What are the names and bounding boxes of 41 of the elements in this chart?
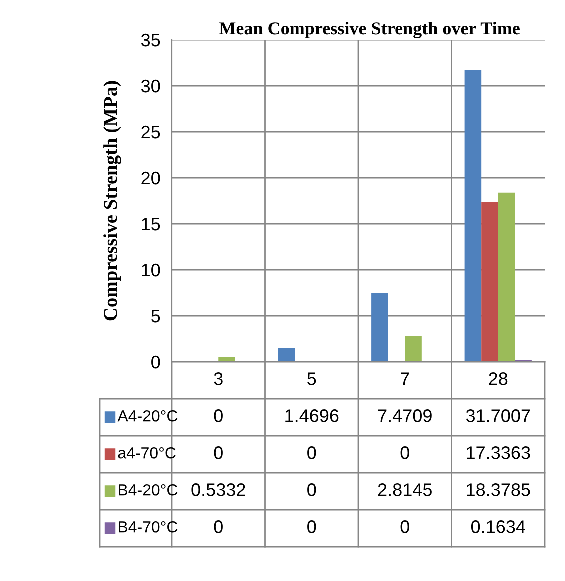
bar — [464, 70, 482, 362]
data-label: 1.4696 — [286, 410, 339, 422]
x-tick-label: 7 — [401, 372, 410, 386]
y-tick-label: 30 — [141, 80, 160, 93]
y-tick-label: 25 — [142, 126, 160, 139]
bar — [372, 293, 388, 362]
data-label: 0.1634 — [471, 520, 526, 534]
data-label: 18.3785 — [467, 484, 530, 496]
data-label: 2.8145 — [378, 484, 432, 496]
bar — [278, 348, 296, 362]
legend-label: A4-20°C — [118, 410, 178, 422]
data-label: 0 — [308, 520, 316, 534]
data-label: 31.7007 — [466, 410, 530, 422]
data-label: 0 — [214, 446, 223, 460]
bar — [498, 192, 516, 362]
data-label: 7.4709 — [378, 410, 432, 422]
legend-label: a4-70°C — [118, 447, 176, 459]
bar — [218, 357, 236, 362]
x-tick-label: 28 — [489, 372, 508, 386]
y-tick-label: 15 — [142, 218, 160, 231]
legend-label: B4-20°C — [119, 484, 178, 496]
legend-label: B4-70°C — [119, 521, 178, 533]
data-label: 17.3363 — [467, 446, 530, 460]
data-label: 0 — [400, 520, 410, 534]
y-tick-label: 5 — [152, 310, 160, 323]
data-label: 0 — [400, 446, 410, 460]
chart-title: Mean Compressive Strength over Time — [219, 22, 520, 39]
x-tick-label: 5 — [308, 372, 316, 386]
data-label: 0 — [214, 520, 223, 534]
x-tick-label: 3 — [214, 372, 223, 386]
y-tick-label: 35 — [141, 34, 160, 47]
data-label: 0 — [308, 446, 316, 460]
y-axis-title: Compressive Strength (MPa) — [104, 81, 122, 321]
bar — [482, 202, 498, 362]
data-label: 0.5332 — [192, 484, 246, 496]
y-tick-label: 0 — [152, 356, 160, 369]
bar — [405, 336, 422, 362]
data-label: 0 — [308, 484, 316, 496]
y-tick-label: 20 — [142, 172, 160, 185]
y-tick-label: 10 — [142, 264, 160, 277]
data-label: 0 — [214, 410, 223, 422]
